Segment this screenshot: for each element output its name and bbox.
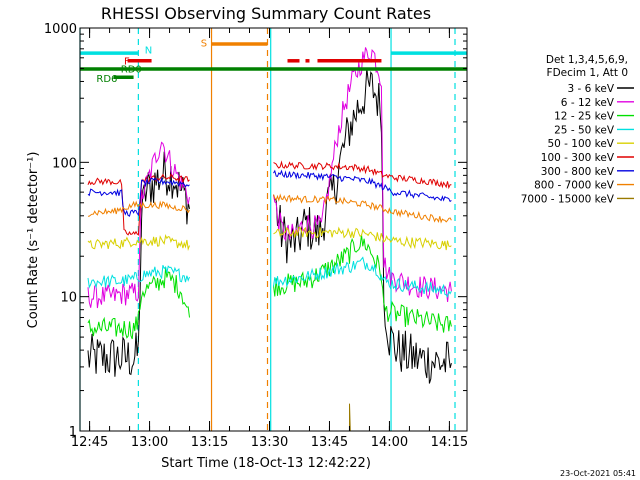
annotation-rd0: RD0	[121, 64, 142, 75]
x-tick-label: 14:00	[371, 435, 408, 450]
legend-entry-label: 100 - 300 keV	[541, 152, 615, 164]
annotation-s: S	[201, 38, 207, 49]
series-line-4-segment-1	[87, 265, 190, 289]
legend-entry-label: 800 - 7000 keV	[534, 180, 615, 192]
series-line-2-segment-2	[273, 47, 452, 302]
x-tick-label: 14:15	[431, 435, 468, 450]
annotation-f: F	[124, 56, 130, 67]
series-line-1-segment-2	[273, 68, 452, 384]
legend-entry-label: 12 - 25 keV	[554, 111, 615, 123]
series-line-7-segment-1	[87, 176, 190, 217]
plot-frame	[79, 27, 468, 432]
series-line-3-segment-2	[273, 234, 452, 333]
y-tick-label: 100	[52, 156, 77, 171]
annotation-n: N	[145, 46, 152, 57]
y-tick-label: 10	[60, 291, 77, 306]
series-line-9-segment-1	[349, 403, 351, 432]
legend-entry-label: 7000 - 15000 keV	[521, 193, 615, 205]
x-tick-label: 13:30	[251, 435, 288, 450]
legend-entry-label: 300 - 800 keV	[541, 166, 615, 178]
series-line-8-segment-1	[87, 200, 190, 217]
x-tick-label: 13:15	[191, 435, 228, 450]
legend: Det 1,3,4,5,6,9,FDecim 1, Att 0 3 - 6 keV…	[521, 54, 634, 205]
y-tick-label: 1	[69, 425, 77, 440]
series-line-8-segment-2	[273, 193, 452, 224]
series-line-6-segment-1	[87, 173, 190, 236]
chart-title: RHESSI Observing Summary Count Rates	[101, 4, 431, 23]
plot-area	[80, 28, 467, 431]
series-line-1-segment-1	[87, 151, 190, 377]
x-tick-label: 13:45	[311, 435, 348, 450]
y-tick-label: 1000	[44, 22, 77, 37]
x-tick-label: 13:00	[131, 435, 168, 450]
series-line-7-segment-2	[273, 169, 452, 203]
legend-entry-label: 50 - 100 keV	[547, 138, 614, 150]
series-line-5-segment-2	[273, 226, 452, 251]
y-axis-label: Count Rate (s⁻¹ detector⁻¹)	[26, 152, 41, 329]
x-tick-label: 12:45	[71, 435, 108, 450]
series-line-3-segment-1	[87, 267, 190, 340]
x-axis-label: Start Time (18-Oct-13 12:42:22)	[161, 456, 371, 471]
legend-header-line: FDecim 1, Att 0	[547, 67, 628, 79]
legend-header-line: Det 1,3,4,5,6,9,	[546, 54, 628, 66]
series-line-5-segment-1	[87, 233, 190, 251]
series-line-4-segment-2	[273, 256, 452, 299]
legend-entry-label: 6 - 12 keV	[561, 97, 615, 109]
render-timestamp: 23-Oct-2021 05:41	[560, 469, 636, 478]
annotation-rd6: RD6	[96, 74, 117, 85]
legend-entry-label: 3 - 6 keV	[567, 83, 614, 95]
legend-entry-label: 25 - 50 keV	[554, 124, 615, 136]
series-line-6-segment-2	[273, 160, 452, 190]
